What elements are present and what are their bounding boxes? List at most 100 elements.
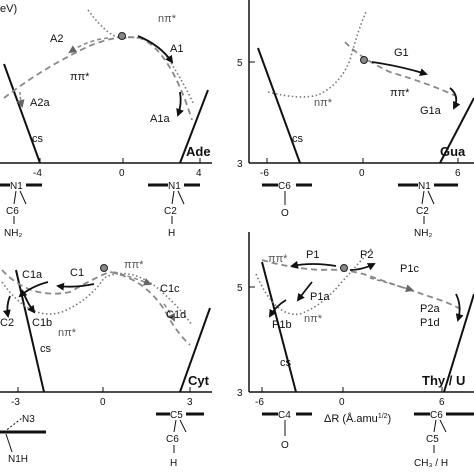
panel-title: Ade [186,144,211,159]
x-tick-label: 3 [187,397,193,408]
y-axis-unit: eV) [0,3,17,15]
cs-curve-right [179,89,209,164]
cs-label: cs [292,133,304,145]
svg-text:N1: N1 [10,181,23,192]
molecule-cyt-left: N3 N1H [0,414,46,465]
arrow-p1b [268,299,287,318]
label-p1a: P1a [310,291,330,303]
cs-curve-right [443,293,474,393]
molecule-thy-left: C4 O [262,410,312,451]
pipi-label: ππ* [124,259,144,271]
svg-text:C6: C6 [166,434,179,445]
label-a2a: A2a [30,97,50,109]
label-a1a: A1a [150,113,170,125]
minimum-point [100,264,108,272]
x-tick-label: 6 [439,397,445,408]
arrow-c1c [113,271,152,286]
svg-text:C2: C2 [416,206,429,217]
x-axis-label: ΔR (Å.amu1/2) [324,412,391,425]
svg-text:C5: C5 [170,410,183,421]
label-p1: P1 [306,249,319,261]
x-tick-label: -6 [255,397,264,408]
x-tick-label: 0 [119,168,125,179]
minimum-point [340,264,348,272]
arrow-p1a [296,281,313,302]
npi-curve [255,247,373,316]
svg-text:NH₂: NH₂ [414,228,432,239]
panel-title: Cyt [188,373,210,388]
svg-text:C2: C2 [164,206,177,217]
npi-curve [1,272,193,326]
svg-text:N1H: N1H [8,454,28,465]
arrow-c1d [163,303,175,322]
svg-text:C4: C4 [278,410,291,421]
pipi-label: ππ* [70,71,90,83]
svg-text:N1: N1 [418,181,431,192]
pipi-label: ππ* [390,87,410,99]
arrow-g1a [449,87,461,110]
svg-text:NH₂: NH₂ [4,228,22,239]
x-tick-label: 0 [100,397,106,408]
x-tick-label: -4 [33,168,42,179]
y-tick-label: 5 [237,58,243,69]
panel-gua: 5 3 -6 0 6 Gua cs nπ* ππ* G1 G1a C6 O [237,0,474,239]
label-p1d: P1d [420,317,440,329]
arrow-a2 [68,37,109,54]
npi-label: nπ* [158,13,177,25]
npi-label: nπ* [58,327,77,339]
arrow-p1c [369,277,414,293]
arrow-c2 [2,295,11,318]
panel-title: Thy / U [422,373,465,388]
svg-text:H: H [170,458,177,469]
cs-curve-left [3,63,41,164]
molecule-ade-right: N1 C2 H [148,181,200,239]
y-tick-label: 3 [237,388,243,399]
cs-curve-right [179,307,211,393]
arrow-a1a [176,91,184,117]
y-tick-label: 5 [237,283,243,294]
npi-curve [267,11,367,98]
svg-text:O: O [281,208,289,219]
svg-text:O: O [281,440,289,451]
y-tick-label: 3 [237,159,243,170]
label-c1d: C1d [166,309,186,321]
molecule-gua-mid: C6 O [262,181,312,219]
arrow-p2d [455,293,464,322]
x-tick-label: 0 [359,168,365,179]
arrow-a2a [16,91,25,108]
x-tick-label: -6 [260,168,269,179]
molecule-gua-right: N1 C2 NH₂ [398,181,458,239]
panel-cyt: -3 0 3 Cyt cs nπ* ππ* C1 C1a C1b C2 C1c … [0,259,212,469]
label-g1: G1 [394,47,409,59]
svg-text:C6: C6 [430,410,443,421]
arrow-c1a [18,281,49,298]
pipi-curve [261,259,463,311]
svg-text:H: H [168,228,175,239]
x-tick-label: 6 [455,168,461,179]
cs-curve-left [257,47,301,164]
cs-curve-right [439,97,474,164]
label-p2: P2 [360,249,373,261]
molecule-thy-right: C6 C5 CH₃ / H [414,410,474,469]
molecule-ade-left: N1 C6 NH₂ [0,181,42,239]
svg-text:C6: C6 [6,206,19,217]
panel-thy: 5 3 -6 0 6 Thy / U cs nπ* ππ* P1 P2 P1a … [237,232,474,469]
svg-text:CH₃ / H: CH₃ / H [414,458,448,469]
molecule-cyt-right: C5 C6 H [156,410,204,469]
npi-label: nπ* [314,97,333,109]
arrow-c1b [23,293,36,314]
cs-label: cs [40,343,52,355]
label-c1c: C1c [160,283,180,295]
pipi-curve [1,269,191,346]
pipi-label: ππ* [268,253,288,265]
svg-text:C6: C6 [278,181,291,192]
x-tick-label: 0 [339,397,345,408]
label-c2: C2 [0,317,14,329]
x-tick-label: 4 [196,168,202,179]
label-c1: C1 [70,267,84,279]
panel-title: Gua [440,144,466,159]
npi-label: nπ* [304,313,323,325]
label-p2a: P2a [420,303,440,315]
arrow-c1 [56,282,95,291]
